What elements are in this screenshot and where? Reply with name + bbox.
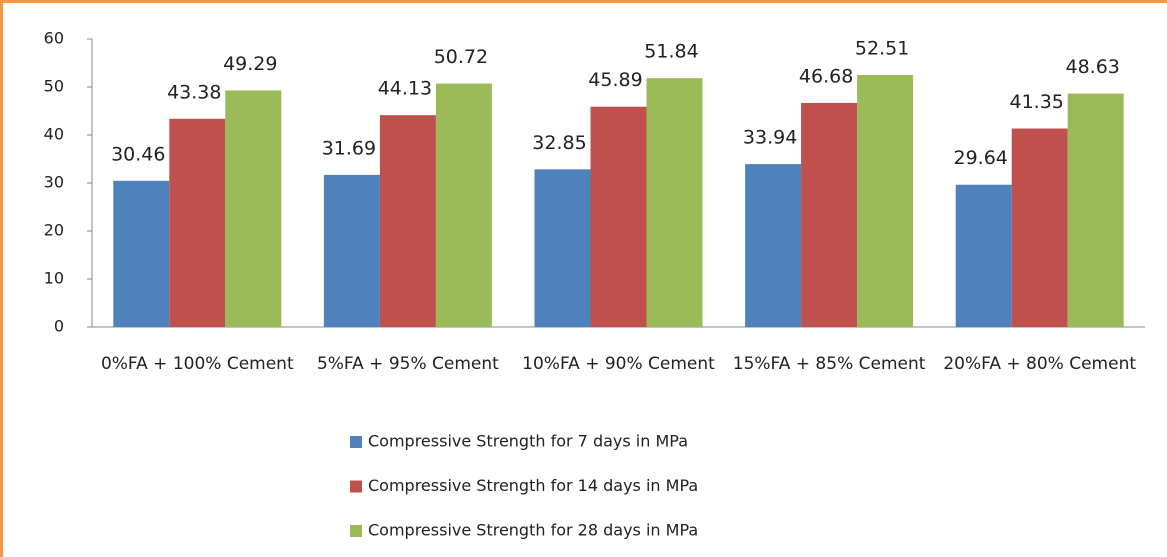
bar <box>646 78 703 327</box>
bar <box>379 115 436 328</box>
y-tick-label: 20 <box>44 221 64 240</box>
bar <box>113 180 170 327</box>
legend-swatch <box>350 480 362 493</box>
data-label: 50.72 <box>434 46 488 68</box>
data-label: 41.35 <box>1009 91 1063 113</box>
bar <box>801 102 858 327</box>
y-tick-label: 0 <box>54 317 64 336</box>
bar <box>955 184 1012 327</box>
bar <box>857 74 914 328</box>
bar <box>1067 93 1124 328</box>
legend-label: Compressive Strength for 14 days in MPa <box>368 476 698 495</box>
x-tick-label: 20%FA + 80% Cement <box>943 354 1137 374</box>
x-tick-label: 15%FA + 85% Cement <box>732 354 926 374</box>
y-tick-label: 10 <box>44 269 64 288</box>
data-label: 51.84 <box>644 41 698 63</box>
y-tick-label: 50 <box>44 77 64 96</box>
bar <box>1011 128 1068 327</box>
y-tick-label: 60 <box>44 29 64 48</box>
legend-swatch <box>350 436 362 448</box>
legend-label: Compressive Strength for 7 days in MPa <box>368 432 688 451</box>
data-label: 49.29 <box>223 53 277 75</box>
data-label: 45.89 <box>588 69 642 91</box>
x-tick-label: 0%FA + 100% Cement <box>100 354 294 374</box>
bar <box>323 174 380 327</box>
y-tick-label: 40 <box>44 125 64 144</box>
bar <box>534 169 591 327</box>
data-label: 44.13 <box>378 78 432 100</box>
data-label: 33.94 <box>743 127 797 149</box>
x-tick-label: 5%FA + 95% Cement <box>316 354 499 374</box>
bar <box>745 164 802 327</box>
data-label: 31.69 <box>322 137 376 159</box>
x-tick-label: 10%FA + 90% Cement <box>522 354 715 374</box>
data-label: 29.64 <box>953 147 1007 169</box>
bar <box>435 83 492 327</box>
legend-swatch <box>350 525 362 537</box>
data-label: 48.63 <box>1065 56 1119 78</box>
bar <box>590 106 647 327</box>
data-label: 52.51 <box>855 37 909 59</box>
bar <box>169 118 226 327</box>
data-label: 32.85 <box>532 132 586 154</box>
bar <box>225 90 282 328</box>
data-label: 43.38 <box>167 81 221 103</box>
data-label: 30.46 <box>111 143 165 165</box>
y-tick-label: 30 <box>44 173 64 192</box>
data-label: 46.68 <box>799 65 853 87</box>
legend-label: Compressive Strength for 28 days in MPa <box>368 521 698 540</box>
